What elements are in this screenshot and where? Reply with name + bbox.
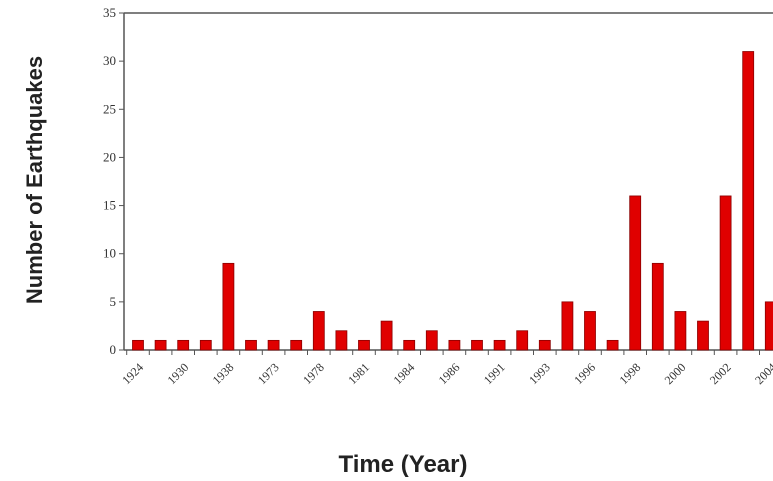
x-tick-label: 1924 <box>119 360 146 387</box>
y-tick-label: 5 <box>110 294 117 309</box>
x-tick-label: 1986 <box>436 360 463 387</box>
x-tick-label: 1930 <box>164 360 191 387</box>
bar <box>448 339 461 351</box>
y-tick-label: 10 <box>103 246 116 261</box>
bar <box>245 339 257 351</box>
x-tick-label: 1981 <box>345 360 372 387</box>
y-tick-label: 35 <box>103 5 116 20</box>
bar <box>493 339 506 351</box>
bar <box>358 339 370 351</box>
bar <box>516 330 529 351</box>
y-tick-label: 15 <box>103 198 116 213</box>
bar <box>132 339 144 351</box>
x-tick-label: 1973 <box>255 360 282 387</box>
bar <box>606 339 619 351</box>
x-tick-label: 2004 <box>752 360 773 387</box>
x-tick-label: 2000 <box>662 360 689 387</box>
bar <box>199 339 212 351</box>
y-tick-label: 20 <box>103 149 116 164</box>
x-tick-label: 1984 <box>390 360 417 387</box>
x-axis-title: Time (Year) <box>339 451 468 478</box>
bar <box>403 339 416 351</box>
bar <box>697 320 709 351</box>
bar <box>742 51 755 351</box>
bar <box>674 311 687 351</box>
x-tick-label: 1996 <box>571 360 598 387</box>
bar <box>719 195 732 351</box>
x-tick-label: 1978 <box>300 360 327 387</box>
bar <box>222 262 235 351</box>
bar <box>380 320 393 351</box>
y-tick-label: 25 <box>103 101 116 116</box>
bar <box>629 195 642 351</box>
x-tick-label: 1998 <box>616 360 643 387</box>
plot-area: 0 5 10 15 20 25 30 35 1924 1930 1938 1973 1978 1981 19… <box>103 5 773 387</box>
bar <box>584 311 596 351</box>
y-tick-label: 0 <box>110 342 117 357</box>
bar <box>312 311 325 351</box>
bar <box>538 339 551 351</box>
bar <box>764 301 773 351</box>
bar <box>177 339 190 351</box>
y-tick-label: 30 <box>103 53 116 68</box>
bar <box>651 262 664 351</box>
bar <box>561 301 574 351</box>
bar <box>471 339 483 351</box>
x-tick-label: 1991 <box>481 360 508 387</box>
y-axis-title: Number of Earthquakes <box>22 56 47 304</box>
x-tick-label: 1938 <box>210 360 237 387</box>
x-tick-label: 1993 <box>526 360 553 387</box>
x-tick-label: 2002 <box>707 360 734 387</box>
bar <box>290 339 303 351</box>
bar <box>425 330 438 351</box>
bar <box>154 339 167 351</box>
bar <box>335 330 348 351</box>
bar <box>267 339 280 351</box>
